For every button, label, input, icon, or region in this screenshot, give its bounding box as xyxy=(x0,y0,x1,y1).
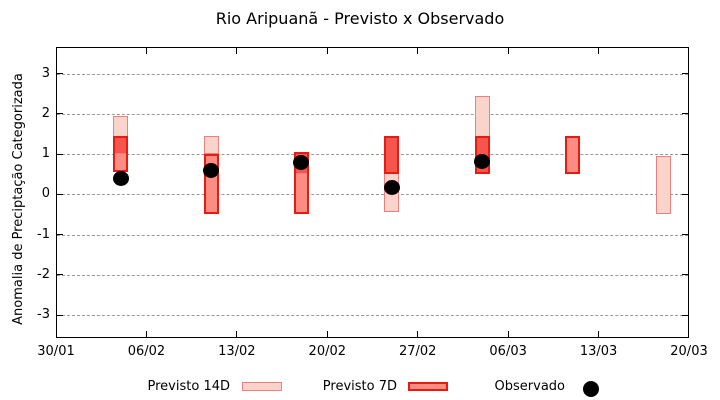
h-gridline xyxy=(57,234,688,236)
y-tick-mark-right xyxy=(682,153,688,155)
y-tick-mark-right xyxy=(682,193,688,195)
y-tick-label: -1 xyxy=(37,226,50,242)
legend-label-previsto-14d: Previsto 14D xyxy=(147,379,230,394)
y-tick-label: -3 xyxy=(37,307,50,323)
x-tick-mark-bottom xyxy=(507,331,509,337)
forecast-overlap-segment xyxy=(113,135,129,155)
y-tick-label: 2 xyxy=(41,105,50,121)
x-tick-mark-bottom xyxy=(236,331,238,337)
forecast-7d-bar-outline xyxy=(203,154,219,215)
forecast-7d-bar-outline xyxy=(293,152,309,215)
y-tick-mark-left xyxy=(57,314,63,316)
forecast-7d-bar-outline xyxy=(113,135,129,173)
x-tick-mark-bottom xyxy=(326,331,328,337)
chart-title: Rio Aripuanã - Previsto x Observado xyxy=(215,9,505,28)
x-tick-label: 06/03 xyxy=(489,344,527,359)
observado-dot xyxy=(583,381,599,397)
forecast-7d-bar-segment xyxy=(565,135,581,175)
h-gridline xyxy=(57,274,688,276)
y-tick-label: 1 xyxy=(41,146,50,162)
forecast-7d-bar-outline xyxy=(384,135,400,175)
y-tick-mark-right xyxy=(682,274,688,276)
x-tick-label: 30/01 xyxy=(37,344,75,359)
y-tick-mark-right xyxy=(682,314,688,316)
y-tick-mark-left xyxy=(57,153,63,155)
y-tick-mark-right xyxy=(682,234,688,236)
x-tick-label: 13/02 xyxy=(218,344,256,359)
observed-point xyxy=(203,162,220,178)
h-gridline xyxy=(57,194,688,196)
observed-point xyxy=(383,179,400,195)
legend-label-observado: Observado xyxy=(494,379,565,394)
x-tick-mark-top xyxy=(507,48,509,54)
y-tick-mark-right xyxy=(682,113,688,115)
observed-point xyxy=(474,153,491,169)
y-tick-mark-left xyxy=(57,193,63,195)
h-gridline xyxy=(57,154,688,156)
forecast-14d-bar-outline xyxy=(113,115,129,155)
y-tick-mark-left xyxy=(57,113,63,115)
forecast-14d-bar-outline xyxy=(203,135,219,155)
y-tick-mark-left xyxy=(57,234,63,236)
observed-point xyxy=(293,155,310,171)
y-tick-label: -2 xyxy=(37,266,50,282)
forecast-overlap-segment xyxy=(384,135,400,175)
y-tick-label: 3 xyxy=(41,65,50,81)
observed-point xyxy=(112,170,129,186)
forecast-7d-bar-segment xyxy=(113,154,129,173)
x-tick-label: 20/02 xyxy=(308,344,347,359)
forecast-14d-bar-outline xyxy=(655,156,671,215)
plot-area xyxy=(56,47,689,338)
x-tick-mark-bottom xyxy=(417,331,419,337)
x-tick-mark-top xyxy=(598,48,600,54)
y-tick-label: 0 xyxy=(41,186,50,202)
x-tick-mark-bottom xyxy=(145,331,147,337)
x-tick-mark-top xyxy=(236,48,238,54)
h-gridline xyxy=(57,113,688,115)
x-tick-label: 20/03 xyxy=(670,344,708,359)
x-tick-label: 13/03 xyxy=(579,344,618,359)
x-tick-label: 27/02 xyxy=(398,344,437,359)
forecast-14d-bar-segment xyxy=(203,135,219,155)
y-tick-mark-left xyxy=(57,274,63,276)
h-gridline xyxy=(57,73,688,75)
y-tick-mark-right xyxy=(682,73,688,75)
forecast-7d-bar-segment xyxy=(293,174,309,215)
forecast-14d-bar-segment xyxy=(655,156,671,215)
previsto-7d-swatch xyxy=(408,382,448,391)
h-gridline xyxy=(57,315,688,317)
x-tick-label: 06/02 xyxy=(127,344,166,359)
x-tick-mark-top xyxy=(145,48,147,54)
x-tick-mark-top xyxy=(326,48,328,54)
previsto-14d-swatch xyxy=(242,382,282,391)
legend-label-previsto-7d: Previsto 7D xyxy=(322,379,397,394)
x-tick-mark-bottom xyxy=(598,331,600,337)
forecast-7d-bar-outline xyxy=(565,135,581,175)
y-tick-mark-left xyxy=(57,73,63,75)
x-tick-mark-top xyxy=(417,48,419,54)
